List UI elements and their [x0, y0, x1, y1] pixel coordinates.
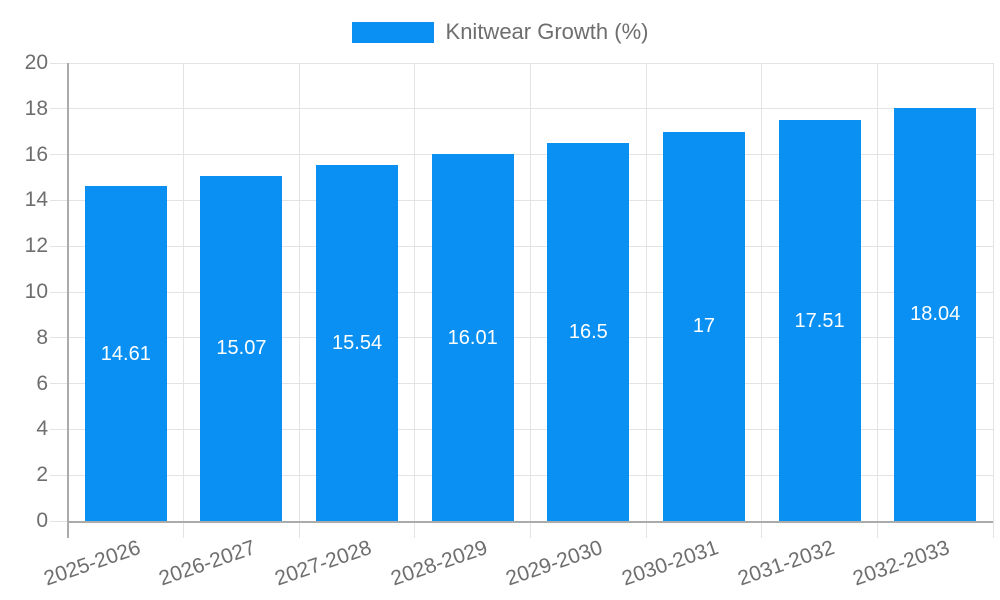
bar-2029-2030[interactable] — [547, 143, 630, 521]
x-gridline — [876, 63, 878, 538]
y-gridline — [50, 108, 993, 110]
bar-value-label: 16.01 — [447, 326, 498, 349]
y-gridline — [50, 337, 993, 339]
x-gridline — [414, 63, 416, 538]
bar-value-label: 17.51 — [794, 309, 845, 332]
y-gridline — [50, 245, 993, 247]
x-gridline — [645, 63, 647, 538]
y-axis-tick-label: 10 — [24, 280, 48, 303]
bar-2031-2032[interactable] — [778, 120, 861, 521]
bar-2030-2031[interactable] — [662, 131, 745, 521]
x-gridline — [298, 63, 300, 538]
y-axis-tick-label: 14 — [24, 188, 48, 212]
bar-2028-2029[interactable] — [431, 154, 514, 521]
bar-value-label: 15.54 — [332, 332, 383, 355]
bar-value-label: 14.61 — [100, 342, 151, 365]
y-axis-tick-label: 2 — [36, 463, 48, 487]
x-gridline — [530, 63, 531, 538]
bar-value-label: 16.5 — [568, 321, 608, 344]
legend-swatch-icon — [351, 21, 434, 43]
y-axis-line — [67, 63, 69, 538]
bar-2025-2026[interactable] — [84, 186, 167, 521]
y-axis-tick-label: 20 — [24, 51, 48, 74]
x-axis-line — [67, 521, 993, 523]
y-axis-tick-label: 18 — [24, 96, 48, 120]
legend: Knitwear Growth (%) — [0, 19, 1000, 45]
y-gridline — [50, 428, 993, 430]
y-axis-tick-label: 6 — [36, 371, 48, 395]
y-axis-tick-label: 16 — [24, 142, 48, 166]
y-axis-tick-label: 8 — [36, 325, 48, 349]
x-gridline — [761, 63, 763, 538]
legend-item-knitwear-growth[interactable]: Knitwear Growth (%) — [351, 19, 649, 45]
bar-value-label: 17 — [692, 315, 716, 338]
y-gridline — [50, 199, 993, 201]
y-gridline — [50, 154, 993, 156]
bar-2032-2033[interactable] — [894, 107, 977, 521]
legend-label: Knitwear Growth (%) — [445, 19, 649, 44]
y-axis-tick-label: 0 — [36, 509, 48, 532]
bar-value-label: 15.07 — [216, 337, 267, 360]
bar-value-label: 18.04 — [910, 303, 961, 326]
bar-2027-2028[interactable] — [316, 165, 399, 521]
y-axis-tick-label: 12 — [24, 234, 48, 258]
y-gridline — [50, 291, 993, 293]
y-gridline — [50, 62, 993, 64]
x-gridline — [183, 63, 185, 538]
y-gridline — [50, 383, 993, 385]
y-axis-tick-label: 4 — [36, 417, 48, 441]
bar-2026-2027[interactable] — [200, 175, 283, 521]
x-gridline — [992, 63, 994, 538]
y-gridline — [50, 474, 993, 476]
